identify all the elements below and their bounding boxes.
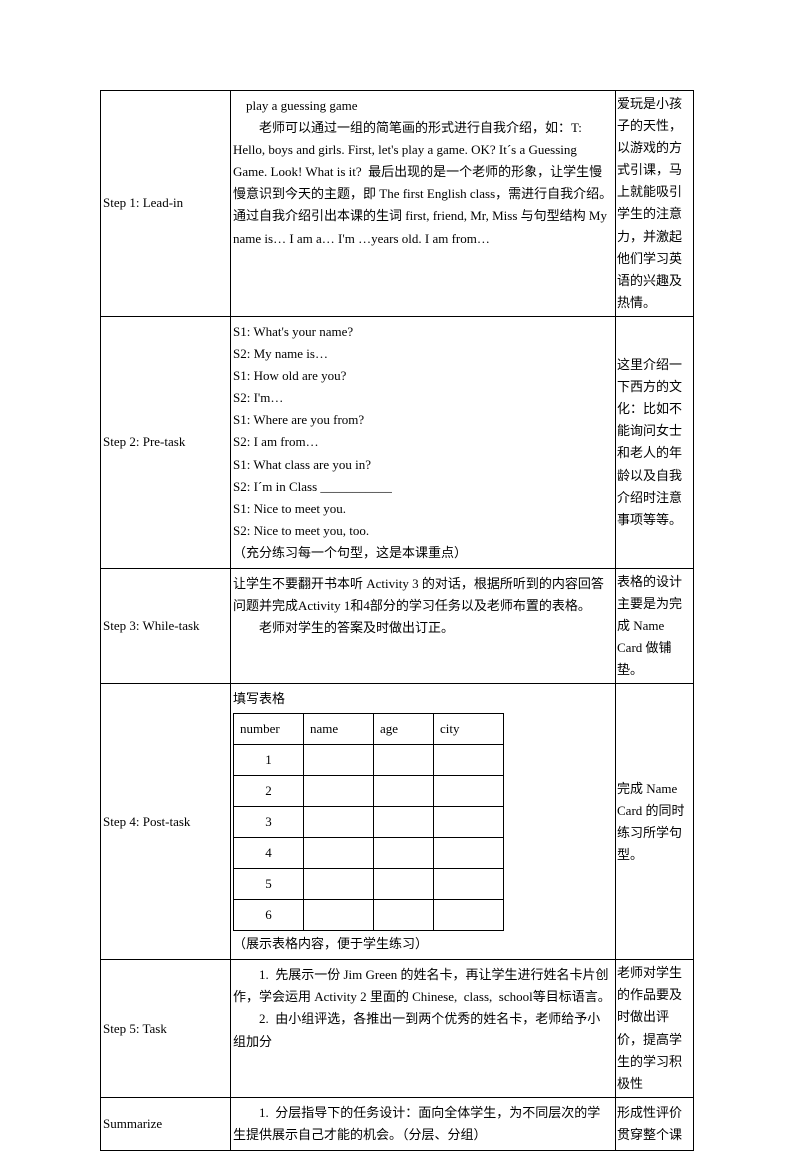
page: Step 1: Lead-in play a guessing game 老师可…	[0, 0, 794, 1123]
inner-cell	[434, 775, 504, 806]
inner-cell	[434, 744, 504, 775]
inner-cell	[434, 900, 504, 931]
inner-cell	[434, 806, 504, 837]
inner-cell: 4	[234, 837, 304, 868]
inner-table: numbernameagecity 123456	[233, 713, 504, 932]
inner-cell: 5	[234, 869, 304, 900]
inner-cell	[434, 837, 504, 868]
step-note: 形成性评价贯穿整个课	[616, 1097, 694, 1150]
step-content: 填写表格 numbernameagecity 123456（展示表格内容，便于学生练…	[231, 684, 616, 960]
inner-cell	[374, 775, 434, 806]
inner-cell	[304, 869, 374, 900]
inner-header: name	[304, 713, 374, 744]
inner-cell	[304, 837, 374, 868]
inner-cell	[374, 900, 434, 931]
step-note: 表格的设计主要是为完成 Name Card 做铺垫。	[616, 568, 694, 683]
inner-header: age	[374, 713, 434, 744]
step-note: 完成 Name Card 的同时练习所学句型。	[616, 684, 694, 960]
step-note: 老师对学生的作品要及时做出评价，提高学生的学习积极性	[616, 960, 694, 1098]
step-note: 这里介绍一下西方的文化：比如不能询问女士和老人的年龄以及自我介绍时注意事项等等。	[616, 316, 694, 568]
inner-cell	[304, 744, 374, 775]
inner-header: number	[234, 713, 304, 744]
inner-cell: 1	[234, 744, 304, 775]
step-label: Step 5: Task	[101, 960, 231, 1098]
inner-cell: 3	[234, 806, 304, 837]
inner-cell	[434, 869, 504, 900]
step-content: 让学生不要翻开书本听 Activity 3 的对话，根据所听到的内容回答问题并完…	[231, 568, 616, 683]
inner-header: city	[434, 713, 504, 744]
inner-cell	[304, 900, 374, 931]
step-content: play a guessing game 老师可以通过一组的简笔画的形式进行自我…	[231, 91, 616, 317]
lesson-plan-table: Step 1: Lead-in play a guessing game 老师可…	[100, 90, 694, 1151]
step-note: 爱玩是小孩子的天性，以游戏的方式引课，马上就能吸引学生的注意力，并激起他们学习英…	[616, 91, 694, 317]
step-label: Summarize	[101, 1097, 231, 1150]
step-content: S1: What's your name?S2: My name is…S1: …	[231, 316, 616, 568]
inner-cell	[374, 744, 434, 775]
step-label: Step 2: Pre-task	[101, 316, 231, 568]
inner-cell	[374, 837, 434, 868]
step-content: 1. 分层指导下的任务设计：面向全体学生，为不同层次的学生提供展示自己才能的机会…	[231, 1097, 616, 1150]
inner-cell	[304, 775, 374, 806]
content-pre: 填写表格	[233, 688, 613, 710]
step-label: Step 3: While-task	[101, 568, 231, 683]
inner-cell	[304, 806, 374, 837]
step-label: Step 1: Lead-in	[101, 91, 231, 317]
step-content: 1. 先展示一份 Jim Green 的姓名卡，再让学生进行姓名卡片创作，学会运…	[231, 960, 616, 1098]
inner-cell: 6	[234, 900, 304, 931]
inner-cell	[374, 869, 434, 900]
inner-cell: 2	[234, 775, 304, 806]
inner-cell	[374, 806, 434, 837]
content-post: （展示表格内容，便于学生练习）	[233, 933, 613, 955]
step-label: Step 4: Post-task	[101, 684, 231, 960]
